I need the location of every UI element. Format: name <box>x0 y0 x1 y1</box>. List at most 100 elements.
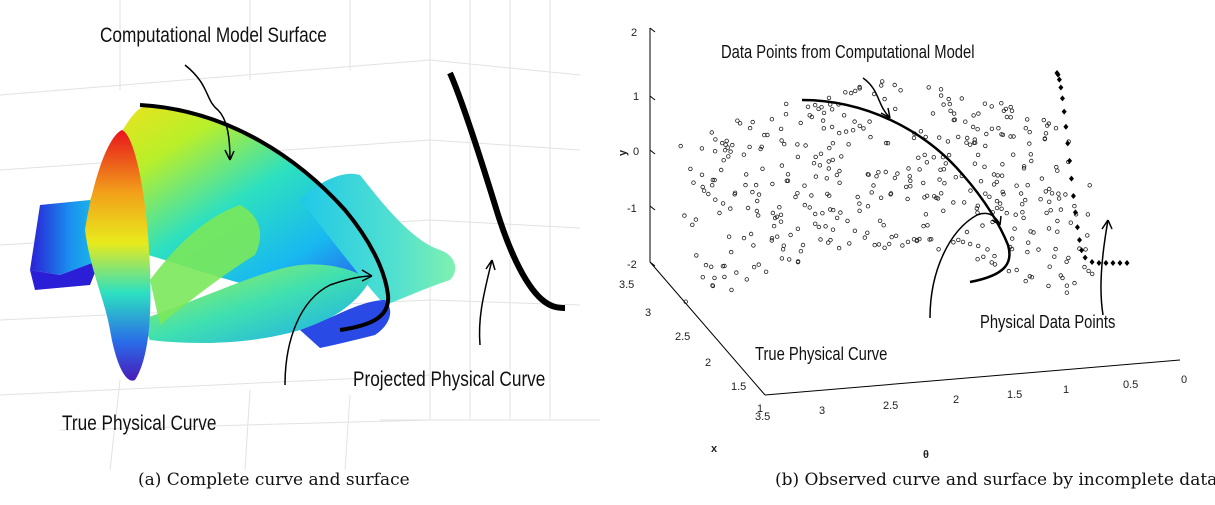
x-axis-name: x <box>711 443 718 455</box>
model-data-point <box>942 180 947 186</box>
model-data-point <box>765 132 770 138</box>
model-data-point <box>1000 162 1005 167</box>
x-tick-label: 3 <box>645 307 651 319</box>
model-data-point <box>991 172 997 177</box>
model-data-point <box>741 152 747 157</box>
model-data-point <box>827 207 833 212</box>
model-data-point <box>866 172 871 177</box>
model-data-point <box>805 104 811 109</box>
model-data-point <box>828 237 833 243</box>
model-data-point <box>948 108 953 113</box>
model-data-point <box>1046 283 1051 289</box>
model-data-point <box>1056 196 1062 201</box>
model-data-point <box>1008 134 1013 139</box>
model-data-point <box>730 142 735 148</box>
model-data-point <box>1038 196 1043 202</box>
model-data-point <box>798 120 803 126</box>
model-data-point <box>898 88 903 93</box>
model-data-point <box>1072 203 1077 209</box>
model-data-point <box>710 283 715 288</box>
physical-data-point <box>1117 260 1123 266</box>
x-tick-label: 1.5 <box>731 381 746 393</box>
model-data-point <box>843 129 849 134</box>
model-data-point <box>709 182 715 188</box>
model-data-point <box>922 195 927 200</box>
model-data-point <box>678 143 683 149</box>
model-data-point <box>1064 290 1070 295</box>
model-data-point <box>1004 210 1009 216</box>
x-tick-label: 2 <box>705 357 711 369</box>
model-data-point <box>830 157 835 163</box>
model-data-point <box>821 126 826 131</box>
model-data-point <box>802 183 807 188</box>
theta-axis-name: θ <box>923 449 929 461</box>
model-data-point <box>818 151 824 156</box>
model-data-point <box>916 155 921 160</box>
model-data-point <box>1048 208 1053 213</box>
model-data-point <box>793 194 798 200</box>
model-data-point <box>975 203 980 208</box>
model-data-point <box>816 106 821 112</box>
model-data-point <box>820 210 825 216</box>
model-data-point <box>756 192 762 197</box>
model-data-point <box>1026 240 1031 245</box>
panel-a-surface-figure: Computational Model Surface Projected Ph… <box>0 0 600 505</box>
model-data-point <box>836 245 842 251</box>
model-data-point <box>812 211 818 217</box>
background-grid <box>0 0 600 470</box>
model-data-point <box>936 247 941 252</box>
model-data-point <box>748 231 754 237</box>
model-data-point <box>996 125 1001 131</box>
model-data-point <box>994 198 1000 204</box>
model-data-point <box>984 131 989 137</box>
model-data-point <box>1008 115 1013 120</box>
model-data-point <box>1001 191 1006 197</box>
model-data-point <box>868 134 873 140</box>
model-data-point <box>762 132 767 138</box>
model-data-point <box>865 230 870 235</box>
model-data-point <box>888 191 894 196</box>
model-data-point <box>892 82 897 88</box>
model-data-point <box>999 173 1005 178</box>
model-data-point <box>700 184 705 190</box>
model-data-point <box>848 90 854 96</box>
model-data-point <box>755 213 761 218</box>
model-data-point <box>743 182 748 188</box>
model-data-point <box>1009 108 1015 113</box>
y-axis-name: y <box>617 149 629 156</box>
model-data-point <box>1043 189 1048 194</box>
model-data-point <box>699 172 705 177</box>
model-data-point <box>974 206 979 211</box>
model-data-point <box>826 95 832 101</box>
physical-data-point <box>1089 258 1095 265</box>
model-data-point <box>1011 134 1016 139</box>
model-data-point <box>1004 114 1010 120</box>
model-data-point <box>992 262 998 267</box>
model-data-point <box>1053 125 1059 131</box>
model-data-point <box>855 194 860 200</box>
model-data-point <box>938 87 944 92</box>
physical-data-point <box>1065 140 1071 147</box>
model-data-point <box>722 263 727 269</box>
model-data-point <box>779 138 784 143</box>
model-data-point <box>763 269 769 274</box>
model-data-point <box>862 235 867 240</box>
model-data-point <box>1085 233 1090 238</box>
model-data-point <box>981 254 986 259</box>
y-tick-label: -1 <box>627 203 637 215</box>
model-data-point <box>962 200 967 205</box>
model-data-point <box>769 235 775 241</box>
model-data-point <box>1028 152 1033 157</box>
model-data-point <box>945 139 951 144</box>
model-data-point <box>908 183 913 189</box>
model-data-point <box>937 177 942 182</box>
model-data-point <box>690 222 695 227</box>
axes-lines <box>649 27 1181 396</box>
model-data-point <box>882 245 887 250</box>
model-data-point <box>744 277 749 282</box>
model-data-point <box>938 93 944 98</box>
theta-axis-ticks: 3.5 3 2.5 2 1.5 1 0.5 0 <box>755 374 1187 423</box>
model-data-point <box>786 257 792 262</box>
model-data-point <box>989 126 995 131</box>
model-data-point <box>839 154 844 159</box>
